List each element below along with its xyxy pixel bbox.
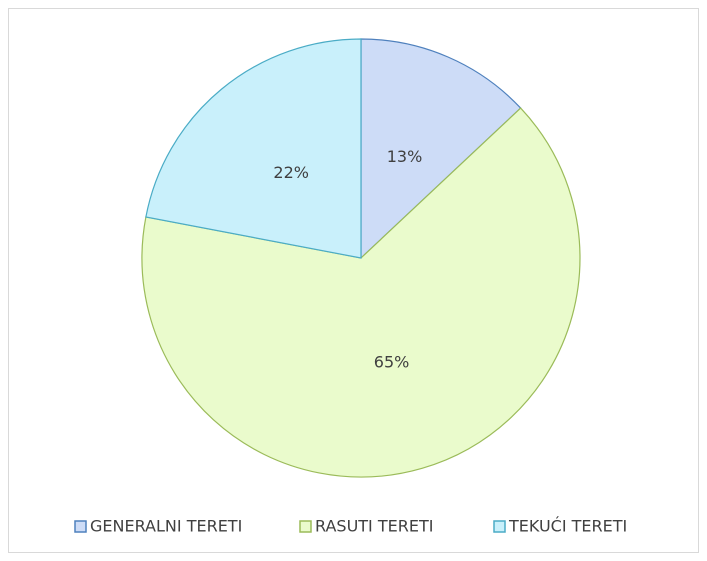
data-label: 13% bbox=[387, 147, 423, 166]
pie-slice bbox=[145, 38, 362, 259]
pie-slice bbox=[360, 38, 522, 260]
legend-swatch bbox=[299, 520, 312, 533]
legend-label: TEKUĆI TERETI bbox=[508, 517, 627, 536]
legend-label: RASUTI TERETI bbox=[315, 517, 433, 536]
data-label: 65% bbox=[374, 353, 410, 372]
legend-label: GENERALNI TERETI bbox=[90, 517, 242, 536]
pie-slice bbox=[141, 107, 581, 478]
legend-swatch bbox=[493, 520, 506, 533]
legend-swatch bbox=[74, 520, 87, 533]
data-label: 22% bbox=[273, 163, 309, 182]
